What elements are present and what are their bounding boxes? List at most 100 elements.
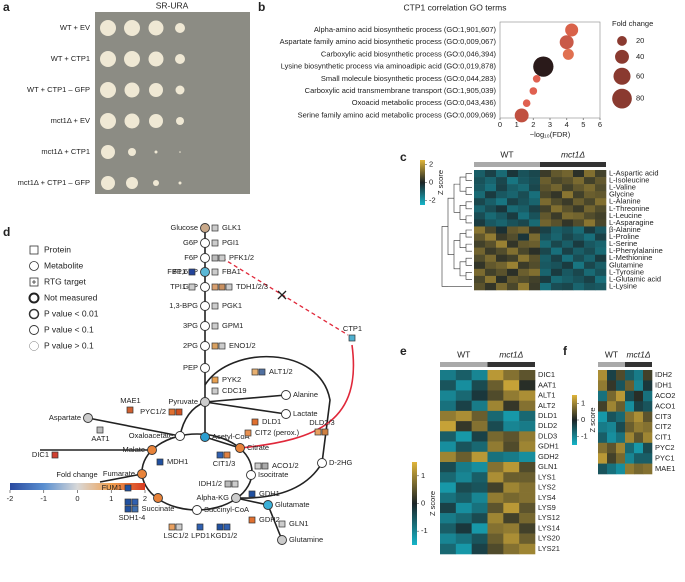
heat-cell [519,410,536,422]
heat-cell [519,380,536,391]
row-label: PYC2 [655,443,675,452]
heat-cell [562,191,574,199]
heat-cell [607,463,617,475]
row-label: L-Valine [609,183,636,192]
heat-cell [503,513,520,524]
heat-cell [519,543,536,555]
heat-cell [616,453,626,464]
heat-cell [485,268,497,277]
row-label: L-Isoleucine [609,176,649,185]
heat-cell [573,233,585,241]
protein-label: FBP1 [167,267,186,276]
heat-cell [607,453,617,464]
heat-cell [607,401,617,412]
heat-cell [519,441,536,453]
heat-cell [455,462,472,473]
row-label: LYS20 [538,534,560,543]
heat-cell [625,401,635,412]
heat-cell [440,482,457,493]
heat-cell [471,451,488,463]
heat-cell [485,233,497,241]
heat-cell [440,523,457,534]
row-label: AAT1 [538,380,556,389]
heat-cell [503,523,520,534]
heat-cell [584,184,596,192]
ctp1-transport [239,344,355,449]
group-bar [474,162,540,167]
go-term: Aspartate family amino acid biosynthetic… [280,37,497,46]
protein [211,376,219,384]
heat-cell [584,275,596,284]
heat-cell [487,431,504,442]
protein [224,480,232,488]
heat-cell [474,226,486,234]
heat-cell [562,282,574,291]
metabolite [175,431,185,441]
heat-cell [584,282,596,291]
heat-cell [551,268,563,277]
heat-cell [598,422,608,433]
row-label: L-Phenylalanine [609,246,663,255]
heat-cell [584,198,596,206]
go-term: Carboxylic acid biosynthetic process (GO… [321,49,497,58]
heat-cell [529,184,541,192]
heat-cell [607,370,617,381]
heat-cell [507,282,519,291]
heat-cell [440,513,457,524]
heat-cell [562,254,574,263]
strain-label: WT + EV [60,23,90,32]
row-label: LYS1 [538,472,556,481]
row-label: DLD3 [538,431,557,440]
panel-label: b [258,0,265,14]
heat-cell [518,170,530,178]
heat-cell [573,191,585,199]
heat-cell [573,219,585,227]
row-label: L-Tyrosine [609,267,644,276]
heat-cell [540,226,552,234]
heat-cell [551,233,563,241]
heat-cell [634,370,644,381]
row-label: DLD1 [538,411,557,420]
protein-label: TPI1 [170,282,186,291]
heat-cell [562,219,574,227]
protein [124,498,132,506]
heat-cell [584,212,596,220]
dendrogram [459,204,466,220]
heat-cell [440,543,457,555]
heat-cell [496,226,508,234]
metabolite [147,445,157,455]
x-tick-label: 4 [565,120,569,129]
heat-cell [529,247,541,256]
colorbar-tick-label: 0 [421,498,425,507]
legend-label: Protein [44,244,71,254]
metabolite [200,321,210,331]
colorbar-tick-label: 1 [109,494,113,503]
metabolite-label: Alanine [293,390,318,399]
heat-cell [485,282,497,291]
heat-cell [471,513,488,524]
group-label: mct1Δ [561,149,585,159]
heat-cell [440,492,457,504]
heat-cell [634,390,644,402]
heat-cell [598,411,608,423]
heat-cell [474,247,486,256]
heat-cell [540,261,552,270]
heat-cell [487,451,504,463]
protein [225,283,233,291]
heat-cell [518,254,530,263]
size-legend-dot [612,88,632,109]
heat-cell [455,421,472,432]
metabolite [200,397,210,407]
heat-cell [440,533,457,545]
protein [131,505,139,513]
heat-cell [474,184,486,192]
block-mark [277,290,287,300]
heat-cell [507,184,519,192]
group-bar [598,362,625,367]
heat-cell [507,212,519,220]
protein [251,418,259,426]
z-colorbar [420,160,425,205]
heat-cell [584,247,596,256]
heat-cell [440,380,457,391]
protein [211,268,219,276]
